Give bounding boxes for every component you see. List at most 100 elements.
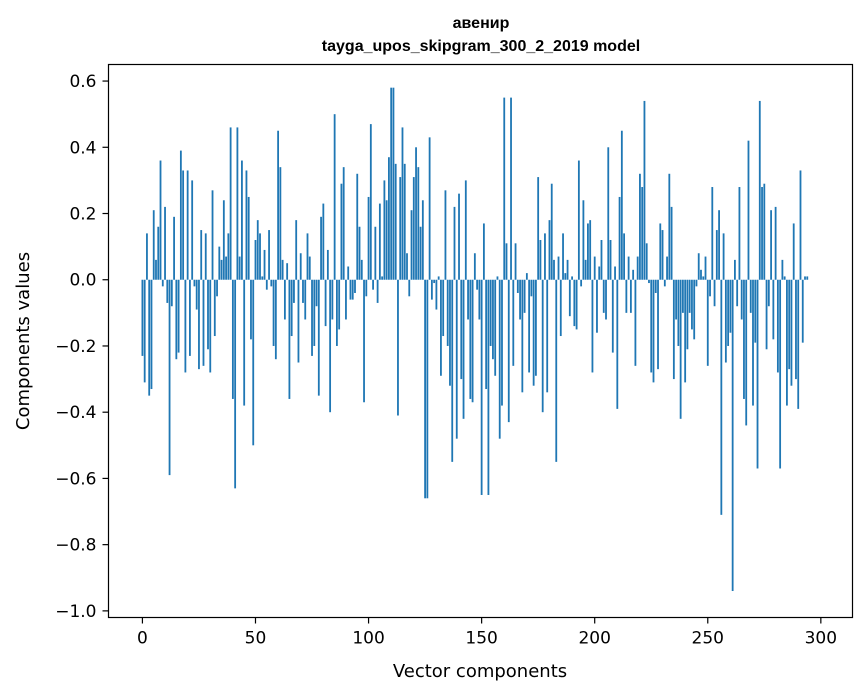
bar-component-171 xyxy=(528,279,531,373)
bar-component-96 xyxy=(358,226,361,280)
bar-component-144 xyxy=(467,279,469,320)
bar-component-82 xyxy=(326,249,329,280)
bar-component-261 xyxy=(731,279,734,592)
bar-component-223 xyxy=(645,243,648,280)
bar-component-253 xyxy=(713,279,716,307)
bar-component-277 xyxy=(767,279,770,307)
bar-component-92 xyxy=(349,279,352,300)
bar-component-190 xyxy=(571,276,573,280)
bar-component-292 xyxy=(801,279,804,343)
bar-component-47 xyxy=(247,196,250,280)
bar-component-239 xyxy=(681,279,684,313)
bar-component-18 xyxy=(182,170,185,280)
bar-component-212 xyxy=(620,130,623,280)
bar-component-262 xyxy=(734,259,736,280)
bar-component-183 xyxy=(555,279,558,462)
bar-component-56 xyxy=(268,230,270,280)
bar-component-57 xyxy=(270,279,273,287)
bar-component-24 xyxy=(195,279,198,310)
bar-component-173 xyxy=(532,279,535,386)
bar-component-195 xyxy=(582,200,585,280)
bar-component-45 xyxy=(243,279,246,406)
bar-component-52 xyxy=(259,233,261,280)
bar-component-48 xyxy=(250,279,252,340)
bar-component-105 xyxy=(378,203,381,280)
bar-component-25 xyxy=(198,279,200,370)
bar-component-77 xyxy=(315,279,318,307)
bar-component-257 xyxy=(722,233,725,280)
bar-component-90 xyxy=(345,279,347,320)
bar-component-254 xyxy=(715,230,718,280)
bar-component-147 xyxy=(473,253,476,280)
y-axis-label: Components values xyxy=(13,252,34,430)
bar-component-149 xyxy=(478,279,481,320)
bar-component-197 xyxy=(587,223,589,280)
bar-component-87 xyxy=(338,279,341,330)
bar-component-294 xyxy=(806,276,809,280)
bar-component-6 xyxy=(155,259,157,280)
bar-component-132 xyxy=(440,279,442,376)
bar-component-118 xyxy=(408,279,411,297)
bar-component-165 xyxy=(514,243,517,280)
bar-component-33 xyxy=(216,279,218,297)
bar-component-216 xyxy=(629,279,632,313)
bar-component-119 xyxy=(410,210,413,280)
bar-component-224 xyxy=(648,279,650,284)
x-axis-ticks: 0 50 100 150 200 250 300 xyxy=(137,617,837,649)
bar-component-234 xyxy=(670,206,673,280)
bar-component-69 xyxy=(297,279,300,363)
bar-component-222 xyxy=(643,100,646,280)
bar-component-74 xyxy=(308,256,311,280)
bar-component-285 xyxy=(786,279,788,406)
bar-component-17 xyxy=(179,150,182,280)
bar-component-59 xyxy=(274,279,277,360)
bar-component-215 xyxy=(627,256,630,280)
bar-component-61 xyxy=(279,167,282,280)
bar-component-146 xyxy=(471,279,474,403)
bar-component-247 xyxy=(700,269,702,280)
bar-component-106 xyxy=(381,276,384,280)
bar-component-29 xyxy=(207,279,209,350)
bar-component-280 xyxy=(774,206,777,280)
bar-component-200 xyxy=(593,256,596,280)
bar-component-230 xyxy=(661,230,664,280)
bar-component-129 xyxy=(433,279,436,284)
x-tick-label: 150 xyxy=(465,629,497,649)
bar-component-11 xyxy=(166,279,169,303)
bar-component-221 xyxy=(641,187,644,280)
bar-component-251 xyxy=(709,279,711,297)
x-tick-label: 0 xyxy=(137,629,148,649)
bar-component-201 xyxy=(596,279,598,333)
x-tick-label: 200 xyxy=(578,629,610,649)
x-tick-label: 100 xyxy=(352,629,384,649)
bar-component-0 xyxy=(141,279,144,356)
y-axis-ticks: −1.0 −0.8 −0.6 −0.4 −0.2 0.0 0.2 0.4 0.6 xyxy=(55,72,109,622)
bar-component-117 xyxy=(406,253,408,280)
bar-component-245 xyxy=(695,279,698,287)
y-tick-label: 0.4 xyxy=(69,138,96,158)
bar-component-246 xyxy=(697,253,700,280)
y-tick-label: −0.4 xyxy=(55,403,96,423)
bar-component-116 xyxy=(403,163,406,280)
bar-component-31 xyxy=(211,190,214,280)
bar-component-130 xyxy=(435,279,438,310)
bar-component-136 xyxy=(449,279,451,386)
bar-component-63 xyxy=(283,279,286,320)
bar-component-72 xyxy=(304,279,307,320)
bar-component-120 xyxy=(412,177,415,280)
bar-series xyxy=(141,87,809,592)
bar-component-243 xyxy=(691,279,693,330)
bar-component-22 xyxy=(191,180,194,280)
bar-component-269 xyxy=(749,279,752,313)
bar-component-231 xyxy=(663,279,666,287)
bar-component-267 xyxy=(745,279,748,426)
bar-component-236 xyxy=(675,279,678,320)
bar-component-58 xyxy=(272,279,275,346)
bar-component-2 xyxy=(146,233,148,280)
bar-component-268 xyxy=(747,140,750,280)
bar-component-241 xyxy=(686,279,689,350)
bar-component-151 xyxy=(482,223,485,280)
bar-component-164 xyxy=(512,279,515,366)
bar-component-89 xyxy=(342,167,345,280)
bar-component-180 xyxy=(548,220,551,280)
